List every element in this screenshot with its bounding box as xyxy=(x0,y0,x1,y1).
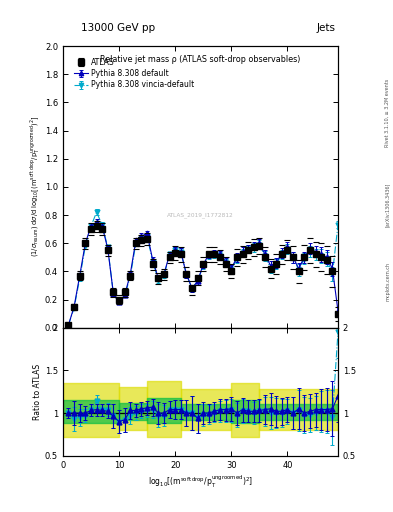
Legend: ATLAS, Pythia 8.308 default, Pythia 8.308 vincia-default: ATLAS, Pythia 8.308 default, Pythia 8.30… xyxy=(72,55,197,92)
Text: [arXiv:1306.3436]: [arXiv:1306.3436] xyxy=(385,183,390,227)
Text: mcplots.cern.ch: mcplots.cern.ch xyxy=(385,262,390,301)
Y-axis label: Ratio to ATLAS: Ratio to ATLAS xyxy=(33,364,42,420)
Text: ATLAS_2019_I1772812: ATLAS_2019_I1772812 xyxy=(167,212,234,218)
Text: 13000 GeV pp: 13000 GeV pp xyxy=(81,23,155,33)
Text: Rivet 3.1.10, ≥ 3.2M events: Rivet 3.1.10, ≥ 3.2M events xyxy=(385,78,390,147)
Text: Relative jet mass ρ (ATLAS soft-drop observables): Relative jet mass ρ (ATLAS soft-drop obs… xyxy=(100,55,301,63)
X-axis label: log$_{10}$[(m$^{\rm soft\,drop}$/p$_{\rm T}^{\rm ungroomed})^2$]: log$_{10}$[(m$^{\rm soft\,drop}$/p$_{\rm… xyxy=(148,474,253,490)
Y-axis label: $(1/\sigma_{\rm resum})$ d$\sigma$/d log$_{10}$[(m$^{\rm soft\,drop}$/p$_{\rm T}: $(1/\sigma_{\rm resum})$ d$\sigma$/d log… xyxy=(28,116,42,258)
Text: Jets: Jets xyxy=(317,23,336,33)
